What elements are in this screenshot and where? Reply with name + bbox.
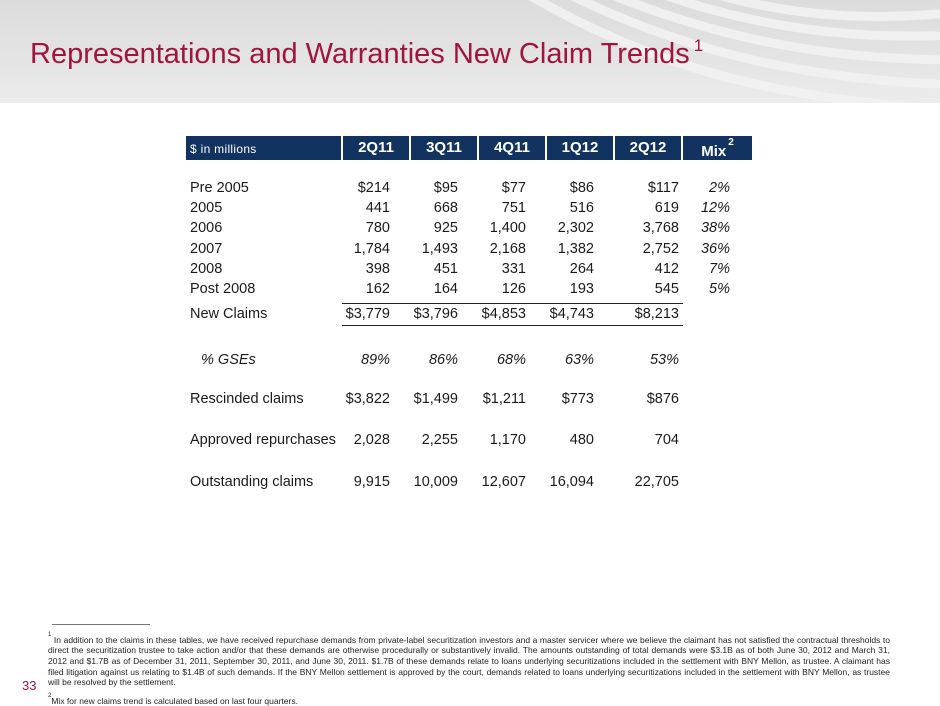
vintage-row-value: 3,768 xyxy=(642,220,679,237)
vintage-row-value: 264 xyxy=(569,260,594,277)
slide-title: Representations and Warranties New Claim… xyxy=(30,36,704,70)
vintage-row-label: 2006 xyxy=(190,220,223,237)
vintage-row-value: 619 xyxy=(654,200,679,217)
new-claims-label: New Claims xyxy=(190,306,268,322)
col-header-1q12: 1Q12 xyxy=(547,136,613,160)
claims-row-value: $3,822 xyxy=(345,391,390,407)
vintage-row-value: 1,493 xyxy=(421,240,458,257)
header-band xyxy=(0,0,940,103)
claims-row-value: $1,499 xyxy=(413,391,458,407)
vintage-row-value: $214 xyxy=(357,180,390,196)
vintage-row-label: Post 2008 xyxy=(190,281,256,297)
vintage-row-value: 2,752 xyxy=(642,240,679,257)
vintage-row-value: 1,400 xyxy=(489,220,526,237)
vintage-row-value: $77 xyxy=(501,180,526,196)
vintage-row-mix: 38% xyxy=(700,220,730,237)
vintage-row-label: 2005 xyxy=(190,200,223,217)
vintage-row-value: 545 xyxy=(654,281,679,297)
vintage-row-value: 126 xyxy=(501,281,526,297)
claims-row-value: 704 xyxy=(654,432,679,448)
vintage-row-value: 162 xyxy=(365,281,390,297)
gse-value: 89% xyxy=(360,352,390,368)
gse-value: 68% xyxy=(496,352,526,368)
claims-row-value: $773 xyxy=(561,391,594,407)
gse-label: % GSEs xyxy=(201,352,256,368)
footnote-2: 2Mix for new claims trend is calculated … xyxy=(48,693,298,706)
claims-row-value: 12,607 xyxy=(481,474,526,490)
claims-row-label: Approved repurchases xyxy=(190,432,336,448)
new-claims-value: $4,853 xyxy=(481,306,526,322)
vintage-row-label: Pre 2005 xyxy=(190,180,249,196)
new-claims-value: $3,796 xyxy=(413,306,458,322)
vintage-row-value: $117 xyxy=(647,180,679,196)
vintage-row-value: 1,382 xyxy=(557,240,594,257)
vintage-row-mix: 7% xyxy=(709,260,730,277)
page-number: 33 xyxy=(22,678,37,693)
vintage-row-value: $95 xyxy=(433,180,458,196)
units-header: $ in millions xyxy=(186,136,341,160)
vintage-row-value: 780 xyxy=(365,220,390,237)
col-header-3q11: 3Q11 xyxy=(411,136,477,160)
footnote-separator xyxy=(52,624,150,625)
claims-row-value: 480 xyxy=(569,432,594,448)
claims-row-label: Rescinded claims xyxy=(190,391,304,407)
vintage-row-mix: 5% xyxy=(709,281,730,297)
vintage-row-value: 164 xyxy=(433,281,458,297)
claims-row-value: 2,255 xyxy=(421,432,458,448)
vintage-row-value: 1,784 xyxy=(353,240,390,257)
gse-value: 53% xyxy=(649,352,679,368)
claims-row-label: Outstanding claims xyxy=(190,474,314,490)
vintage-row-value: 2,168 xyxy=(489,240,526,257)
claims-row-value: $1,211 xyxy=(482,391,526,407)
claims-row-value: 9,915 xyxy=(353,474,390,490)
col-header-2q12: 2Q12 xyxy=(615,136,681,160)
footnote-1: 1 In addition to the claims in these tab… xyxy=(48,632,890,688)
gse-value: 86% xyxy=(428,352,458,368)
new-claims-value: $3,779 xyxy=(345,306,390,322)
vintage-row-label: 2008 xyxy=(190,260,223,277)
subtotal-rule xyxy=(342,303,683,304)
vintage-row-value: 516 xyxy=(569,200,594,217)
gse-value: 63% xyxy=(564,352,594,368)
col-header-mix: Mix2 xyxy=(683,136,752,160)
vintage-row-mix: 36% xyxy=(700,240,730,257)
claims-row-value: 22,705 xyxy=(634,474,679,490)
new-claims-value: $4,743 xyxy=(549,306,594,322)
vintage-row-mix: 12% xyxy=(700,200,730,217)
flag-stripes-decoration xyxy=(528,0,940,103)
vintage-row-value: 2,302 xyxy=(557,220,594,237)
claims-row-value: 2,028 xyxy=(353,432,390,448)
claims-row-value: 10,009 xyxy=(413,474,458,490)
claims-row-value: 1,170 xyxy=(489,432,526,448)
vintage-row-value: 925 xyxy=(433,220,458,237)
vintage-row-value: 398 xyxy=(365,260,390,277)
vintage-row-value: 668 xyxy=(433,200,458,217)
vintage-row-label: 2007 xyxy=(190,240,223,257)
vintage-row-value: 451 xyxy=(433,260,458,277)
claims-row-value: 16,094 xyxy=(549,474,594,490)
vintage-row-value: 441 xyxy=(365,200,390,217)
vintage-row-value: 751 xyxy=(501,200,526,217)
new-claims-value: $8,213 xyxy=(634,306,679,322)
vintage-row-value: 412 xyxy=(654,260,679,277)
vintage-row-value: 193 xyxy=(569,281,594,297)
col-header-2q11: 2Q11 xyxy=(343,136,409,160)
claims-row-value: $876 xyxy=(646,391,679,407)
vintage-row-value: 331 xyxy=(501,260,526,277)
total-underline xyxy=(342,325,683,326)
col-header-4q11: 4Q11 xyxy=(479,136,545,160)
vintage-row-value: $86 xyxy=(569,180,594,196)
vintage-row-mix: 2% xyxy=(709,180,730,196)
